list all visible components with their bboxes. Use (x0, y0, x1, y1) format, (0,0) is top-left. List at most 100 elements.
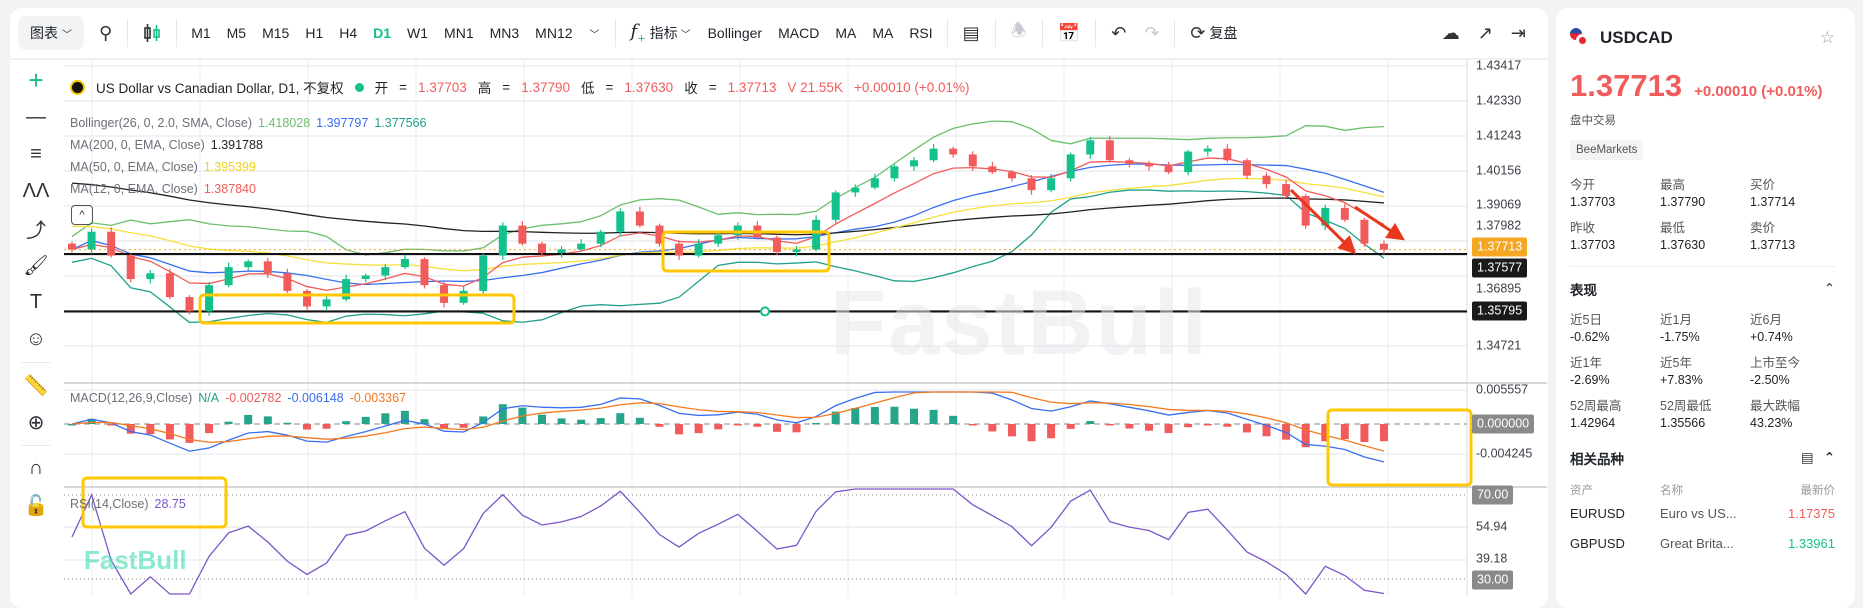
list-icon[interactable]: ▤ (1800, 450, 1814, 465)
timeframe-m5[interactable]: M5 (226, 25, 247, 41)
indicators-label: 指标 (649, 25, 678, 41)
divider (1570, 266, 1835, 267)
cloud-sync-icon[interactable]: ☁ (1441, 22, 1460, 43)
undo-icon[interactable]: ↶ (1111, 22, 1127, 43)
chart-menu-button[interactable]: 图表 ﹀ (18, 16, 84, 50)
macd-hist-value: -0.002782 (225, 391, 282, 405)
pattern-zigzag-icon[interactable]: ΛΛ (22, 180, 50, 202)
rsi-legend[interactable]: RSI(14,Close) 28.75 (70, 497, 192, 511)
indicator-shortcut-bollinger[interactable]: Bollinger (707, 25, 763, 41)
timeframe-m1[interactable]: M1 (191, 25, 211, 41)
session-status: 盘中交易 (1570, 115, 1616, 127)
rsi-tick-label: 54.94 (1476, 519, 1508, 534)
change-value: +0.00010 (+0.01%) (853, 79, 970, 95)
related-row[interactable]: GBPUSD Great Brita... 1.33961 (1570, 528, 1835, 558)
macd-histogram-bar (968, 424, 977, 426)
zoom-in-icon[interactable]: ⊕ (27, 412, 45, 434)
indicator-shortcut-rsi[interactable]: RSI (909, 25, 933, 41)
bollinger-legend[interactable]: Bollinger(26, 0, 2.0, SMA, Close) 1.41802… (70, 116, 432, 130)
timeframe-mn1[interactable]: MN1 (444, 25, 474, 41)
performance-grid: 近5日 -0.62% 近1月 -1.75% 近6月 +0.74% 近1年 -2.69% 近5年 +… (1570, 309, 1835, 430)
lock-drawings-icon[interactable]: 🔓 (23, 495, 49, 517)
favorite-star-icon[interactable]: ☆ (1819, 28, 1835, 47)
stat-label: 52周最低 (1660, 399, 1712, 413)
timeframe-mn3[interactable]: MN3 (489, 25, 520, 41)
calendar-icon[interactable]: 📅 (1057, 22, 1081, 43)
related-header[interactable]: 相关品种 ▤ ⌃ (1570, 440, 1835, 476)
macd-histogram-bar (283, 422, 292, 425)
timeframe-w1[interactable]: W1 (407, 25, 429, 41)
brush-icon[interactable]: 🖌 (23, 255, 49, 277)
symbol-info-panel: USDCAD ☆ 1.37713 +0.00010 (+0.01%) 盘中交易 … (1556, 8, 1855, 608)
stat-value: +0.74% (1750, 330, 1793, 344)
stat-value: 1.37714 (1750, 195, 1796, 209)
redo-icon[interactable]: ↷ (1144, 22, 1160, 43)
ma12-legend[interactable]: MA(12, 0, EMA, Close) 1.387840 (70, 182, 262, 196)
macd-histogram-bar (577, 419, 586, 424)
horizontal-line-icon[interactable]: — (26, 106, 46, 128)
candle-body (420, 259, 429, 286)
performance-header[interactable]: 表现 ⌃ (1570, 271, 1835, 307)
parallel-lines-icon[interactable]: ≡ (30, 143, 42, 165)
ruler-icon[interactable]: 📏 (23, 375, 49, 397)
text-tool-icon[interactable]: T (29, 291, 43, 313)
share-external-icon[interactable]: ↗ (1477, 22, 1493, 43)
divider (1095, 19, 1097, 47)
macd-legend[interactable]: MACD(12,26,9,Close) N/A -0.002782 -0.006148… (70, 391, 412, 405)
candlestick-icon (144, 24, 160, 42)
timeframe-m15[interactable]: M15 (262, 25, 290, 41)
collapse-panel-icon[interactable]: ⇥ (1510, 22, 1526, 43)
macd-histogram-bar (1203, 424, 1212, 426)
quote-stats: 今开 1.37703 最高 1.37790 买价 1.37714 昨收 1.37703 最低 1.… (1570, 174, 1835, 252)
alert-bell-icon[interactable]: 🕭 (1010, 20, 1027, 40)
ma200-legend[interactable]: MA(200, 0, EMA, Close) 1.391788 (70, 138, 269, 152)
indicators-button[interactable]: f+ 指标 ﹀ (622, 16, 700, 50)
price-tick-label: 1.42330 (1476, 93, 1522, 108)
timeframe-d1[interactable]: D1 (373, 25, 392, 41)
layout-icon[interactable]: ▤ (962, 22, 980, 43)
timeframe-mn12[interactable]: MN12 (535, 25, 573, 41)
related-row[interactable]: EURUSD Euro vs US... 1.17375 (1570, 498, 1835, 528)
broker-tag[interactable]: BeeMarkets (1570, 140, 1644, 160)
more-timeframes-chevron-icon[interactable]: ﹀ (589, 29, 600, 41)
collapse-legend-button[interactable]: ^ (71, 205, 93, 225)
drawing-toolbar: + — ≡ ΛΛ ⤴ 🖌 T ☺ 📏 ⊕ ∩ 🔓 (10, 62, 62, 524)
candle-body (1184, 151, 1193, 173)
macd-histogram-bar (498, 404, 507, 424)
chevron-up-icon[interactable]: ⌃ (1823, 281, 1835, 296)
ma50-legend[interactable]: MA(50, 0, EMA, Close) 1.395399 (70, 160, 262, 174)
candle-body (165, 273, 174, 298)
macd-histogram-bar (616, 413, 625, 424)
indicator-shortcut-macd[interactable]: MACD (778, 25, 820, 41)
stat-cell: 买价 1.37714 (1750, 174, 1835, 209)
replay-button[interactable]: ⟳ 复盘 (1181, 16, 1246, 50)
timeframe-h4[interactable]: H4 (339, 25, 358, 41)
macd-histogram-bar (205, 424, 214, 434)
chevron-up-icon[interactable]: ⌃ (1823, 450, 1835, 465)
ma200-label: MA(200, 0, EMA, Close) (70, 138, 205, 152)
rsi-tick-label: 39.18 (1476, 551, 1508, 566)
emoji-sticker-icon[interactable]: ☺ (25, 328, 47, 350)
asset-name: Great Brita... (1660, 535, 1734, 551)
macd-label: MACD(12,26,9,Close) (70, 391, 193, 405)
close-label: 收 (684, 81, 698, 96)
indicator-shortcut-ma[interactable]: MA (835, 25, 857, 41)
macd-histogram-bar (1066, 424, 1075, 429)
macd-histogram-bar (1125, 424, 1134, 429)
open-value: 1.37703 (417, 79, 467, 95)
magnet-icon[interactable]: ∩ (28, 457, 44, 479)
macd-histogram-bar (537, 414, 546, 424)
indicator-shortcut-ma[interactable]: MA (872, 25, 894, 41)
symbol-logo-icon (70, 79, 85, 95)
search-icon[interactable]: ⚲ (99, 22, 113, 43)
macd-histogram-bar (831, 411, 840, 424)
projection-arrow-icon[interactable]: ⤴ (26, 220, 46, 242)
candlestick-type-button[interactable] (134, 16, 170, 50)
candle-body (244, 261, 253, 268)
macd-histogram-bar (1164, 424, 1173, 434)
crosshair-plus-icon[interactable]: + (28, 65, 44, 95)
chart-toolbar: 图表 ﹀ ⚲ M1 M5 M15 H1 H4 D1 W1 MN1 MN3 MN12 ﹀ f+ 指标 ﹀ … (10, 8, 1548, 60)
timeframe-h1[interactable]: H1 (305, 25, 324, 41)
highlight-box (661, 230, 831, 273)
